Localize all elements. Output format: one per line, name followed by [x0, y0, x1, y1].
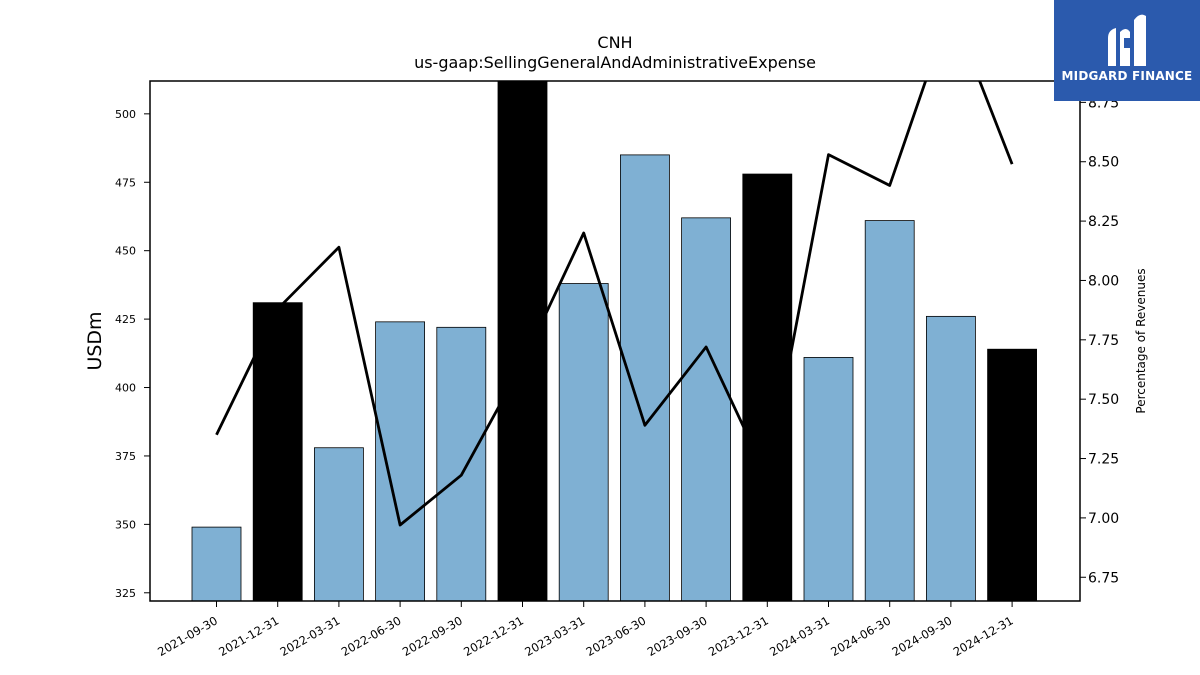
x-tick-label: 2022-09-30 [400, 613, 465, 659]
chart-subtitle: us-gaap:SellingGeneralAndAdministrativeE… [414, 53, 816, 72]
bar [987, 348, 1037, 601]
x-tick-label: 2022-12-31 [461, 613, 526, 659]
y-tick-label: 325 [115, 587, 136, 600]
y-tick-label: 375 [115, 450, 136, 463]
bar [313, 447, 364, 601]
x-tick-label: 2023-09-30 [645, 613, 710, 659]
x-tick-label: 2023-12-31 [706, 613, 771, 659]
chart-title: CNH [597, 33, 632, 52]
y-axis-label: USDm [84, 311, 106, 370]
y-tick-label: 500 [115, 108, 136, 121]
bar [864, 220, 915, 601]
line-series [215, 81, 1014, 527]
x-tick-label: 2021-09-30 [155, 613, 220, 659]
bar [926, 315, 976, 601]
y2-tick-label: 7.75 [1088, 333, 1119, 349]
bar [191, 526, 242, 601]
x-tick-label: 2022-03-31 [278, 613, 343, 659]
y2-tick-label: 7.50 [1088, 392, 1119, 408]
brand-logo: MIDGARD FINANCE [1054, 0, 1200, 101]
plot-frame [149, 80, 1081, 602]
x-tick-label: 2021-12-31 [216, 613, 281, 659]
x-tick-label: 2024-03-31 [767, 613, 832, 659]
x-tick-label: 2023-06-30 [584, 613, 649, 659]
y-tick-label: 475 [115, 176, 136, 189]
y-tick-label: 350 [115, 518, 136, 531]
bar [803, 357, 854, 601]
bar [558, 283, 609, 601]
y-tick-label: 425 [115, 313, 136, 326]
x-tick-label: 2023-03-31 [522, 613, 587, 659]
y-tick-label: 450 [115, 245, 136, 258]
x-tick-label: 2022-06-30 [339, 613, 404, 659]
bar [375, 321, 426, 601]
series-line [215, 81, 1014, 527]
bar [620, 154, 670, 601]
logo-mark-icon [1108, 14, 1146, 67]
bar [681, 217, 731, 601]
y-tick-label: 400 [115, 382, 136, 395]
y2-tick-label: 7.00 [1088, 511, 1119, 527]
brand-name: MIDGARD FINANCE [1061, 69, 1193, 83]
y2-axis-label: Percentage of Revenues [1134, 268, 1148, 413]
x-tick-label: 2024-09-30 [890, 613, 955, 659]
y2-tick-label: 8.00 [1088, 273, 1119, 289]
y2-tick-label: 8.25 [1088, 214, 1119, 230]
x-tick-label: 2024-06-30 [828, 613, 893, 659]
x-tick-label: 2024-12-31 [951, 613, 1016, 659]
bar [436, 326, 487, 601]
y2-tick-label: 7.25 [1088, 452, 1119, 468]
bar [252, 302, 303, 601]
bar [497, 81, 548, 601]
y2-tick-label: 6.75 [1088, 570, 1119, 586]
y2-tick-label: 8.50 [1088, 155, 1119, 171]
